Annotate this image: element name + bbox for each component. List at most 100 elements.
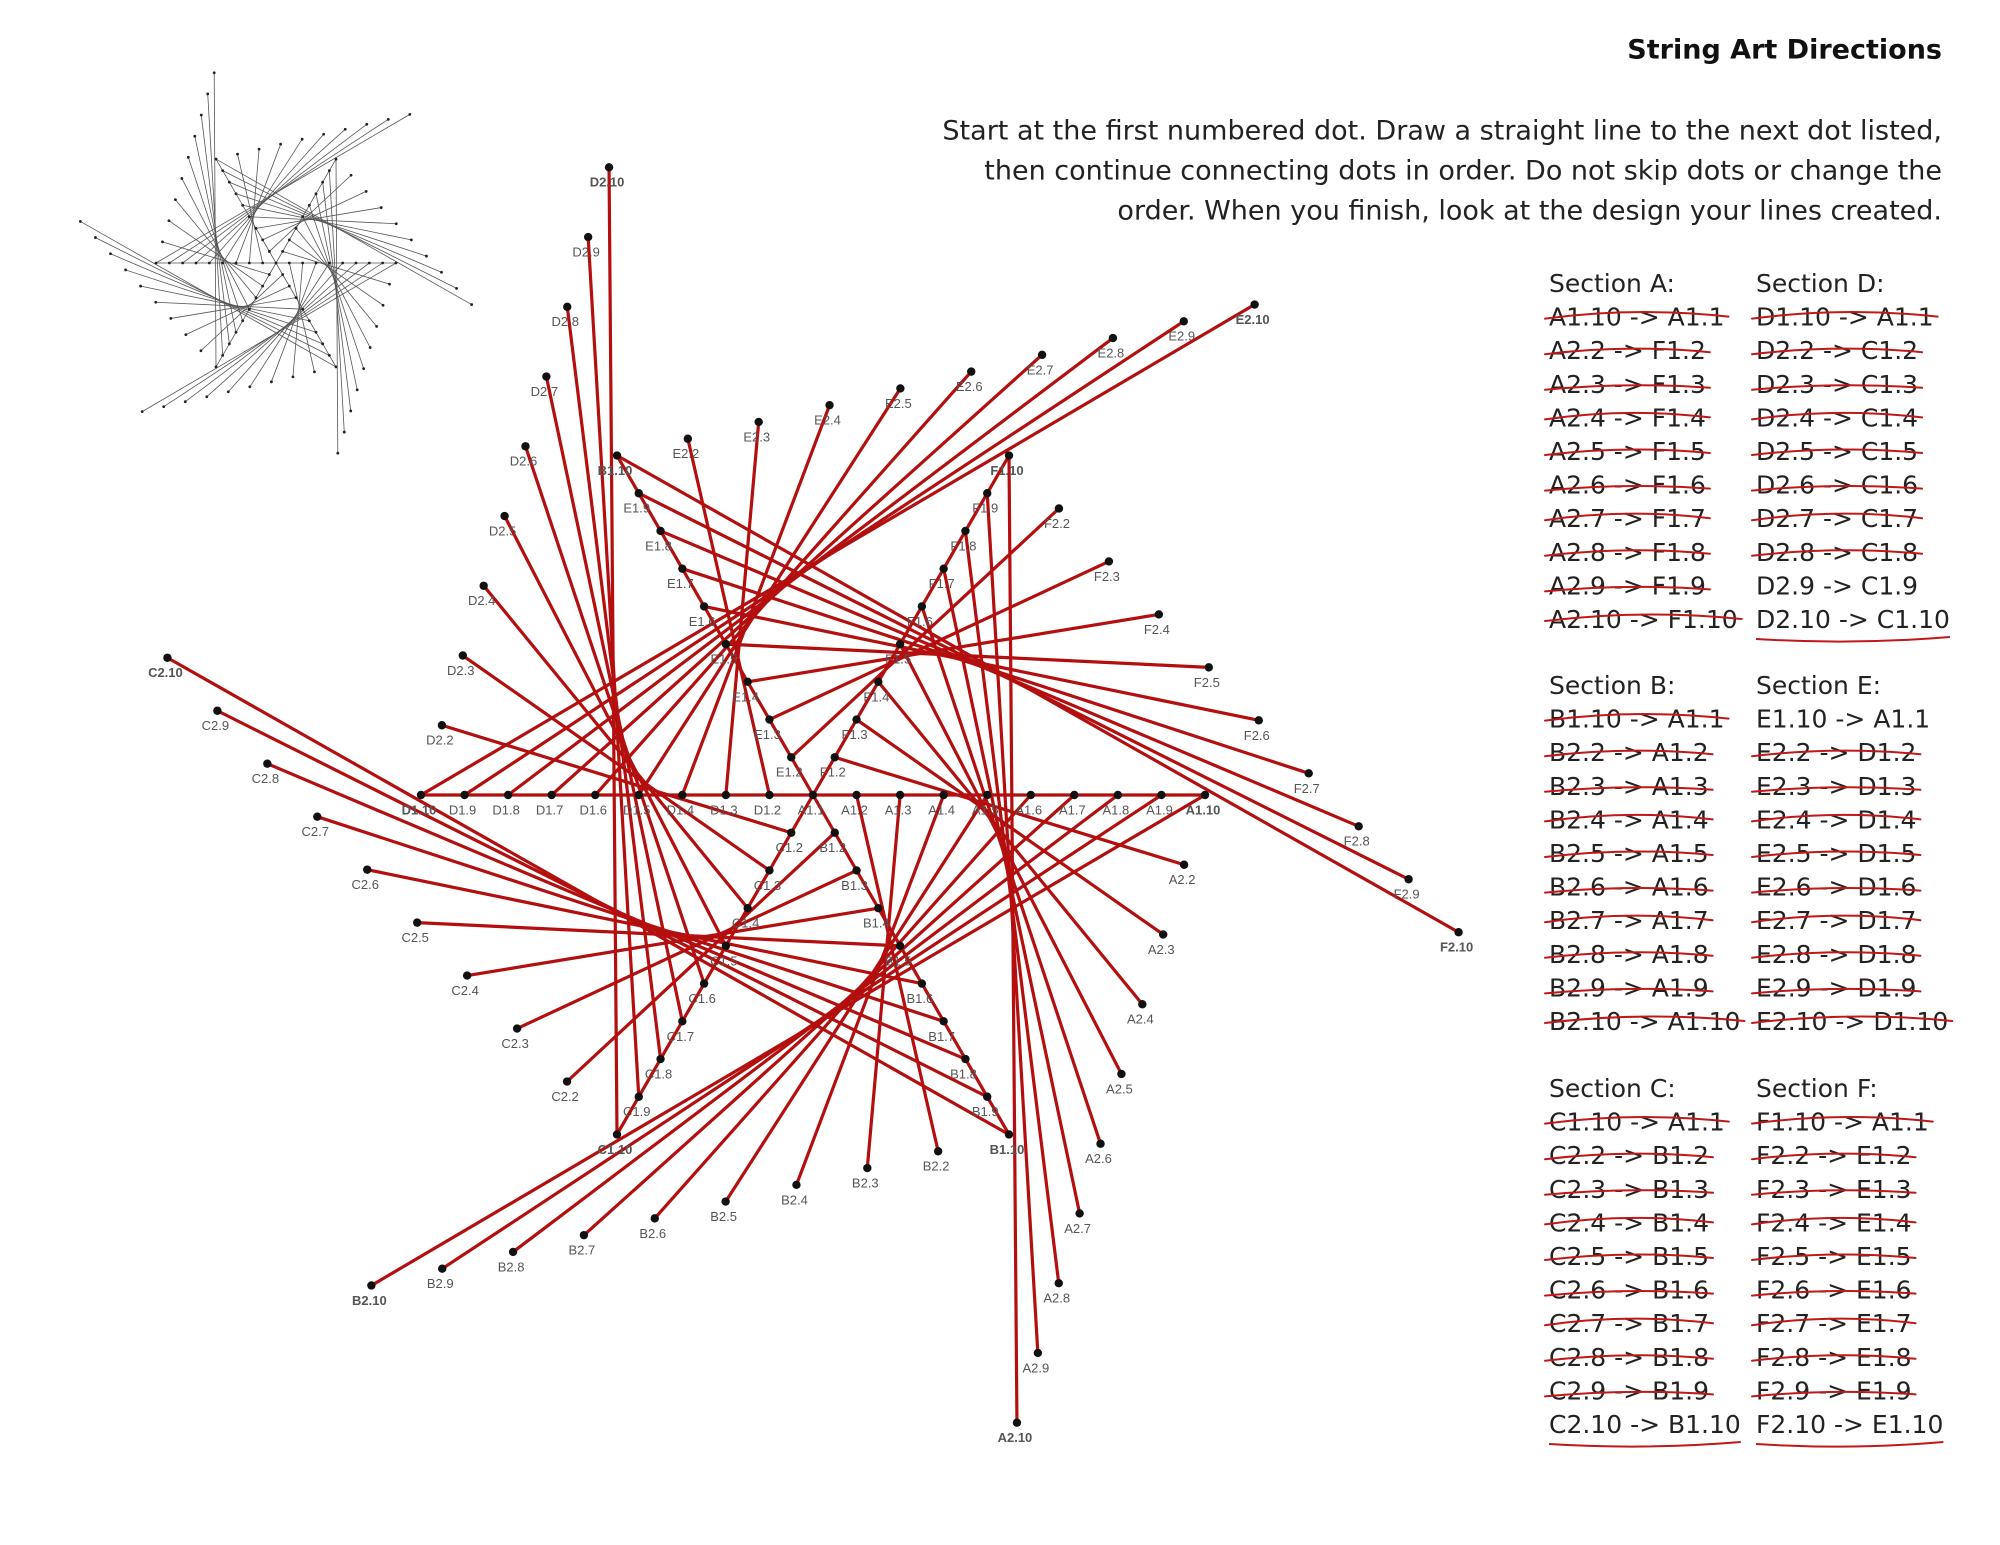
dot <box>743 903 752 913</box>
dot-label: C2.10 <box>148 665 183 680</box>
dot <box>1157 790 1166 800</box>
strike-mark <box>1544 485 1711 492</box>
dot-label: C1.6 <box>688 991 715 1006</box>
thumb-line <box>215 158 472 305</box>
thumb-dot <box>269 380 273 384</box>
string-line <box>865 793 902 1170</box>
thumb-dot <box>241 319 245 323</box>
dot-label: A1.4 <box>928 802 955 817</box>
thumb-dot <box>183 400 187 404</box>
dot <box>895 941 905 951</box>
step: D2.7 -> C1.7 <box>1756 504 1918 533</box>
step: E2.4 -> D1.4 <box>1756 805 1916 834</box>
dot <box>792 1180 801 1190</box>
dot-label: E1.4 <box>732 689 759 704</box>
dot <box>263 759 272 768</box>
dot-label: C1.5 <box>710 953 737 968</box>
dot-label: F2.10 <box>1440 940 1473 955</box>
dot-label: A1.8 <box>1103 802 1130 817</box>
thumb-dot <box>365 122 369 126</box>
thumb-line <box>248 149 260 264</box>
strike-mark <box>1751 951 1922 959</box>
string-line <box>811 793 1011 1137</box>
thumb-dot <box>254 226 258 230</box>
dot <box>852 790 861 800</box>
step: A2.7 -> F1.7 <box>1549 504 1706 533</box>
thumb-line <box>213 72 217 367</box>
thumb-dot <box>214 365 218 369</box>
dot <box>1200 790 1210 800</box>
thumb-dot <box>313 370 316 374</box>
dot <box>1075 1209 1084 1218</box>
thumb-dot <box>212 71 216 75</box>
dot <box>983 790 992 800</box>
dot-label: C2.3 <box>501 1036 528 1051</box>
strike-mark <box>1544 1015 1746 1024</box>
thumb-dot <box>375 325 379 328</box>
thumb-line <box>275 262 337 368</box>
thumb-line <box>215 158 277 264</box>
instruction-line: order. When you finish, look at the desi… <box>1117 196 1942 227</box>
dot-label: E2.2 <box>672 446 699 461</box>
thumb-line <box>155 114 411 264</box>
dot <box>933 1147 943 1156</box>
thumb-line <box>141 262 397 412</box>
dot-label: A2.4 <box>1127 1012 1154 1027</box>
step: F2.10 -> E1.10 <box>1756 1410 1943 1439</box>
thumb-dot <box>167 261 171 265</box>
dot <box>939 1017 948 1026</box>
thumb-dot <box>227 342 231 346</box>
thumb-dot <box>321 180 325 184</box>
thumb-line <box>262 191 367 241</box>
step: A1.10 -> A1.1 <box>1549 303 1725 332</box>
strike-mark <box>1544 585 1711 593</box>
thumb-line <box>269 174 352 252</box>
string-line <box>369 793 1207 1288</box>
dot <box>863 1163 872 1173</box>
dot-label: E2.3 <box>743 429 770 444</box>
dot-label: B2.5 <box>710 1209 737 1224</box>
thumb-dot <box>181 261 185 265</box>
thumb-dot <box>247 261 251 265</box>
dot <box>852 866 861 875</box>
dot <box>678 790 687 800</box>
dot <box>460 790 469 800</box>
dot-label: C2.4 <box>451 983 478 998</box>
dot-label: B1.8 <box>950 1066 977 1081</box>
dot <box>579 1230 589 1240</box>
thumb-dot <box>314 192 318 196</box>
thumb-dot <box>221 169 225 173</box>
thumb-dot <box>354 261 358 265</box>
thumb-dot <box>314 330 318 334</box>
dot-label: E2.4 <box>814 413 841 428</box>
step: F2.4 -> E1.4 <box>1756 1208 1912 1237</box>
string-line <box>465 906 880 978</box>
thumb-dot <box>140 410 144 414</box>
step: E2.10 -> D1.10 <box>1756 1007 1948 1036</box>
dot <box>917 602 927 611</box>
section-title: Section E: <box>1756 671 1881 700</box>
dot-label: F2.9 <box>1394 887 1420 902</box>
dot <box>591 790 600 800</box>
dot <box>895 639 905 649</box>
strike-mark <box>1751 549 1924 557</box>
dot <box>479 581 488 590</box>
dot-label: C1.4 <box>732 916 759 931</box>
strike-mark <box>1544 914 1714 924</box>
thumb-dot <box>78 220 82 223</box>
thumb-dot <box>236 152 239 156</box>
thumb-dot <box>207 261 211 265</box>
step: D2.9 -> C1.9 <box>1756 571 1918 600</box>
dot-label: A1.2 <box>841 802 868 817</box>
section-title: Section B: <box>1549 671 1675 700</box>
dot-label: B1.6 <box>907 991 934 1006</box>
thumb-dot <box>367 261 371 265</box>
dot-label: D2.4 <box>468 593 495 608</box>
dot <box>1054 504 1064 513</box>
dot-label: E2.8 <box>1098 346 1125 361</box>
strike-mark <box>1544 749 1714 758</box>
dot-label: C2.7 <box>302 824 329 839</box>
dot <box>1454 928 1463 937</box>
directions: Section A:A1.10 -> A1.1A2.2 -> F1.2A2.3 … <box>1544 269 1954 1448</box>
string-line <box>724 420 761 797</box>
